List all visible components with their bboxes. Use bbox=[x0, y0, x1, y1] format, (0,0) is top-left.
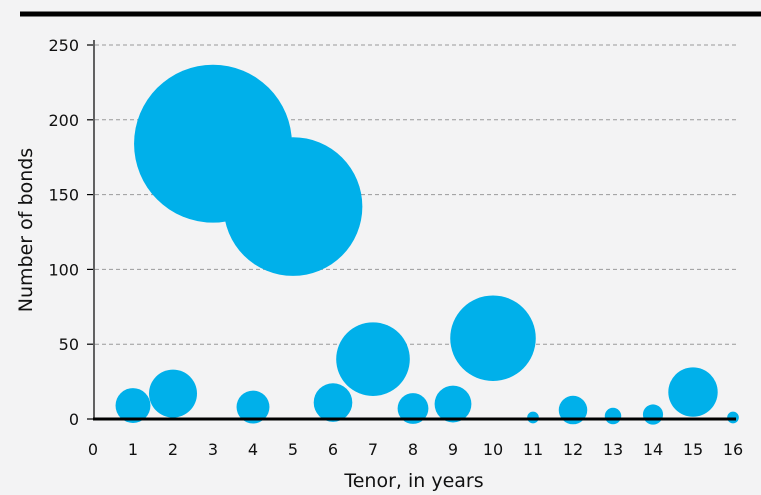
y-tick-label: 250 bbox=[48, 36, 79, 55]
bubble-point bbox=[668, 367, 718, 417]
x-axis-label: Tenor, in years bbox=[343, 470, 483, 491]
x-tick-label: 2 bbox=[168, 440, 178, 459]
y-tick-labels: 0 50 100 150 200 250 bbox=[48, 36, 79, 429]
x-tick-label: 6 bbox=[328, 440, 338, 459]
y-axis-label: Number of bonds bbox=[15, 148, 37, 312]
x-tick-label: 15 bbox=[683, 440, 703, 459]
x-tick-labels: 0 1 2 3 4 5 6 7 8 9 10 11 12 13 14 15 16 bbox=[88, 440, 743, 459]
bubble-point bbox=[236, 390, 270, 424]
x-tick-label: 8 bbox=[408, 440, 418, 459]
x-tick-label: 0 bbox=[88, 440, 98, 459]
bubble-point bbox=[642, 404, 664, 425]
y-tick-label: 0 bbox=[69, 410, 79, 429]
bubble-point bbox=[558, 395, 588, 425]
x-tick-label: 16 bbox=[723, 440, 743, 459]
bubble-point bbox=[434, 385, 472, 423]
y-tick-label: 200 bbox=[48, 111, 79, 130]
x-tick-label: 7 bbox=[368, 440, 378, 459]
x-tick-label: 9 bbox=[448, 440, 458, 459]
bubble-point bbox=[313, 383, 353, 422]
bubble-point bbox=[115, 388, 151, 423]
x-tick-label: 11 bbox=[523, 440, 543, 459]
x-tick-label: 5 bbox=[288, 440, 298, 459]
bubble-point bbox=[397, 393, 429, 424]
y-tick-label: 50 bbox=[59, 335, 79, 354]
x-tick-label: 1 bbox=[128, 440, 138, 459]
bubbles bbox=[115, 64, 739, 425]
x-tick-label: 14 bbox=[643, 440, 663, 459]
bubble-point bbox=[223, 137, 363, 276]
y-tick-label: 100 bbox=[48, 260, 79, 279]
x-tick-label: 4 bbox=[248, 440, 258, 459]
x-tick-label: 12 bbox=[563, 440, 583, 459]
x-tick-label: 3 bbox=[208, 440, 218, 459]
x-tick-label: 13 bbox=[603, 440, 623, 459]
bubble-point bbox=[604, 407, 622, 425]
bubble-point bbox=[149, 369, 197, 418]
bubble-point bbox=[336, 322, 410, 396]
x-tick-label: 10 bbox=[483, 440, 503, 459]
y-tick-label: 150 bbox=[48, 186, 79, 205]
bubble-point bbox=[450, 295, 536, 381]
